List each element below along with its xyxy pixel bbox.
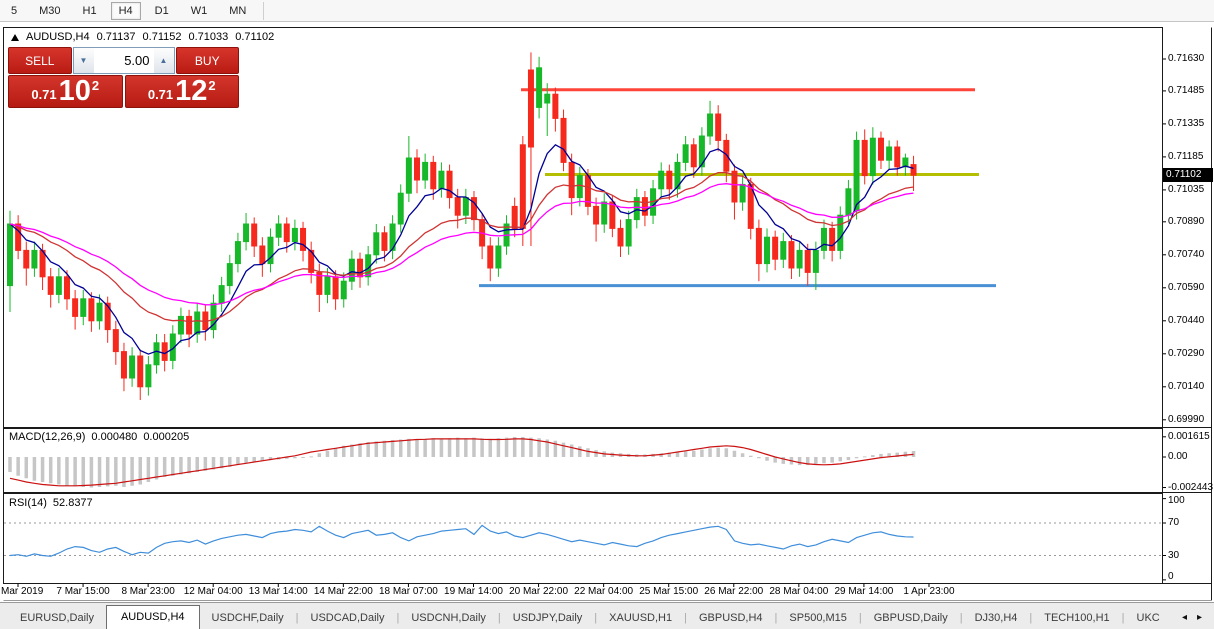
tab-usdjpy-daily[interactable]: USDJPY,Daily <box>512 612 583 624</box>
tab-scroll-controls: ◂ ▸ <box>1182 612 1214 629</box>
tab-separator: | <box>497 612 501 624</box>
buy-price-big: 12 <box>175 75 208 107</box>
timeframe-button-mn[interactable]: MN <box>229 4 247 17</box>
toolbar-separator <box>263 1 265 20</box>
timeframe-button-m30[interactable]: M30 <box>39 4 61 17</box>
tab-separator: | <box>594 612 598 624</box>
sell-price-big: 10 <box>58 75 91 107</box>
volume-input[interactable] <box>93 48 154 73</box>
tab-separator: | <box>858 612 862 624</box>
tab-scroll-right-icon[interactable]: ▸ <box>1196 612 1202 623</box>
buy-price-pip: 2 <box>208 78 216 93</box>
tab-separator: | <box>1029 612 1033 624</box>
tab-gbpusd-h4[interactable]: GBPUSD,H4 <box>698 612 763 624</box>
buy-price-prefix: 0.71 <box>147 87 174 102</box>
timeframe-toolbar: 5 M30 H1 H4 D1 W1 MN <box>0 0 1214 22</box>
tab-usdcnh-daily[interactable]: USDCNH,Daily <box>411 612 486 624</box>
tab-separator: | <box>959 612 963 624</box>
tab-separator: | <box>295 612 299 624</box>
timeframe-button-h1[interactable]: H1 <box>82 4 97 17</box>
tab-gbpusd-daily[interactable]: GBPUSD,Daily <box>873 612 948 624</box>
volume-decrease-icon[interactable]: ▼ <box>73 48 94 73</box>
tab-scroll-left-icon[interactable]: ◂ <box>1181 612 1187 623</box>
tab-ukc[interactable]: UKC <box>1136 612 1160 624</box>
sell-price-panel[interactable]: 0.71 10 2 <box>8 75 123 108</box>
timeframe-button-w1[interactable]: W1 <box>190 4 208 17</box>
tab-dj30-h4[interactable]: DJ30,H4 <box>974 612 1018 624</box>
sell-price-prefix: 0.71 <box>31 87 57 102</box>
tab-separator: | <box>774 612 778 624</box>
tab-usdcad-daily[interactable]: USDCAD,Daily <box>310 612 385 624</box>
tab-separator: | <box>684 612 687 624</box>
tab-xauusd-h1[interactable]: XAUUSD,H1 <box>609 612 673 624</box>
timeframe-button-5[interactable]: 5 <box>11 4 18 17</box>
tab-eurusd-daily[interactable]: EURUSD,Daily <box>20 612 94 624</box>
timeframe-button-d1[interactable]: D1 <box>154 4 169 17</box>
tab-tech100-h1[interactable]: TECH100,H1 <box>1044 612 1110 624</box>
one-click-trade-widget: SELL ▼ ▲ BUY 0.71 10 2 0.71 12 2 <box>8 47 239 108</box>
tab-audusd-h4[interactable]: AUDUSD,H4 <box>105 605 200 629</box>
tab-sp500-m15[interactable]: SP500,M15 <box>789 612 847 624</box>
buy-price-panel[interactable]: 0.71 12 2 <box>124 75 239 108</box>
symbol-tab-bar: EURUSD,Daily AUDUSD,H4 USDCHF,Daily | USDCAD… <box>0 602 1214 629</box>
tab-separator: | <box>1121 612 1125 624</box>
tab-separator: | <box>396 612 400 624</box>
sell-button[interactable]: SELL <box>8 47 72 74</box>
tab-usdchf-daily[interactable]: USDCHF,Daily <box>211 612 284 624</box>
timeframe-button-h4[interactable]: H4 <box>110 1 141 20</box>
buy-button[interactable]: BUY <box>175 47 239 74</box>
sell-price-pip: 2 <box>91 78 100 93</box>
volume-increase-icon[interactable]: ▲ <box>153 48 174 73</box>
